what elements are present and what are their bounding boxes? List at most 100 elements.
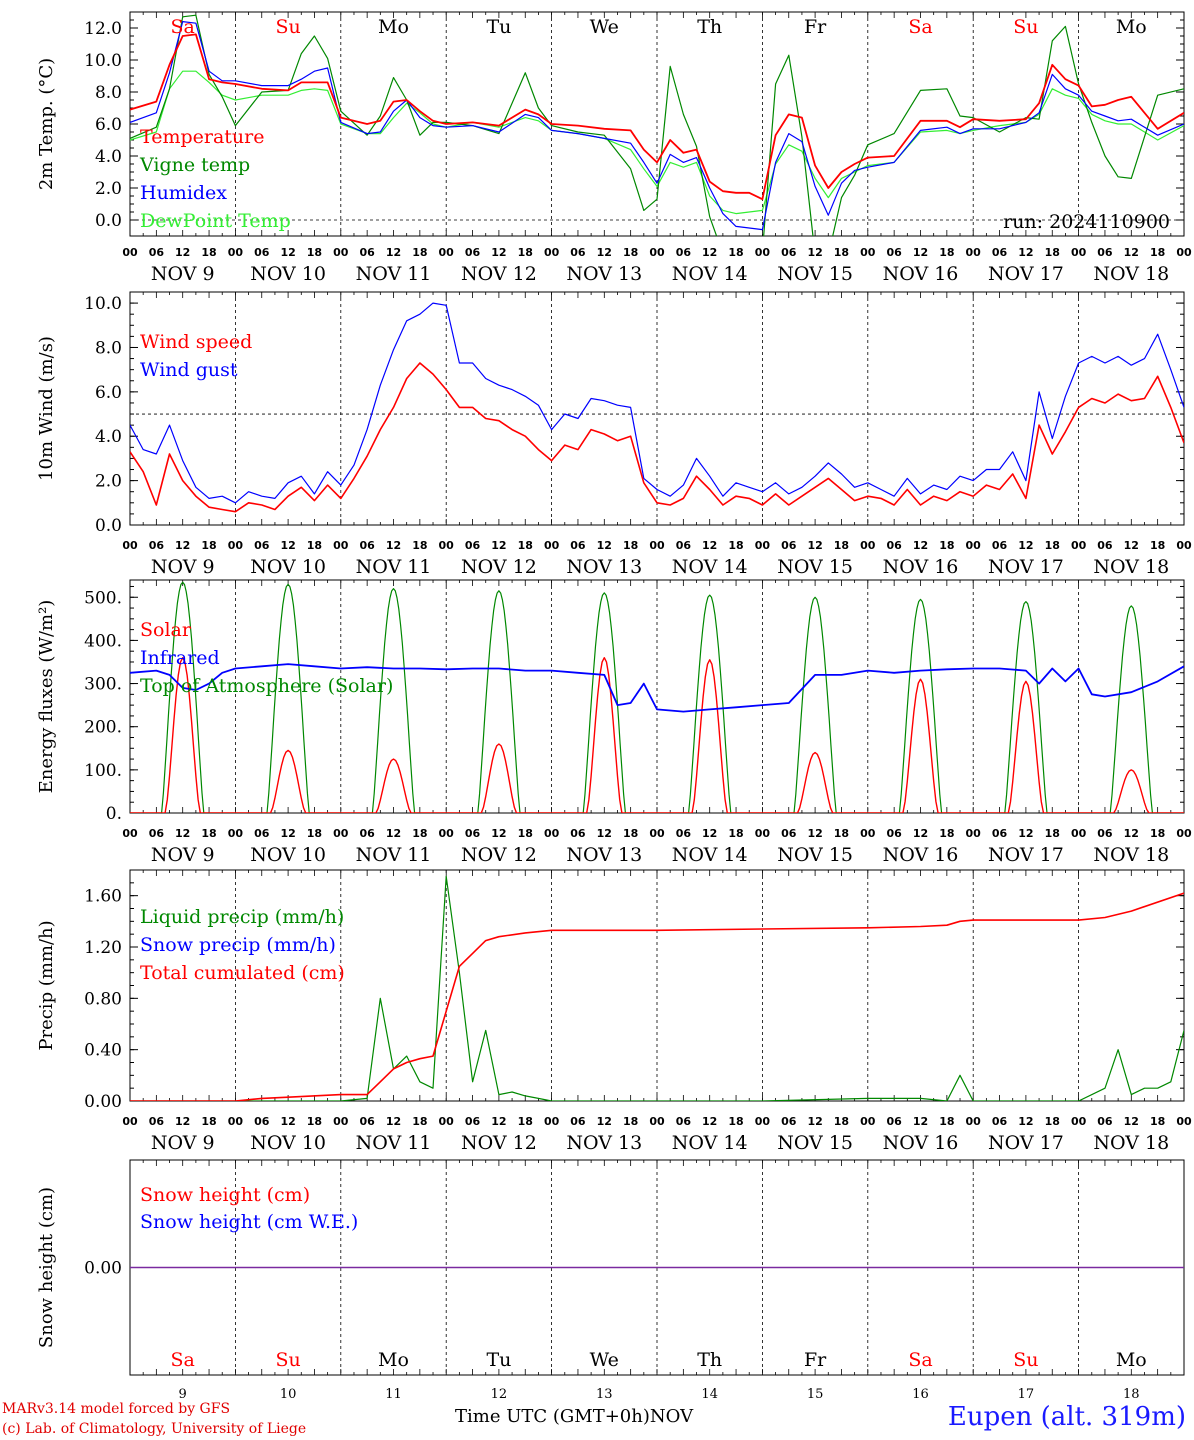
y-tick-label: 0.0 bbox=[95, 211, 122, 231]
series-line-solar bbox=[446, 743, 552, 813]
series-line-temperature bbox=[130, 33, 1184, 201]
weekday-label: Mo bbox=[1116, 16, 1147, 38]
panel-1 bbox=[129, 11, 1185, 237]
hour-tick-label: 06 bbox=[781, 539, 797, 552]
series-line-infrared bbox=[130, 663, 1184, 713]
series-line-top-of-atmosphere bbox=[867, 598, 974, 813]
day-label: NOV 18 bbox=[1093, 1132, 1169, 1154]
hour-tick-label: 18 bbox=[939, 827, 954, 840]
hour-tick-label: 06 bbox=[992, 246, 1008, 259]
legend-entry: Total cumulated (cm) bbox=[140, 962, 345, 984]
hour-tick-label: 06 bbox=[149, 827, 165, 840]
x-axis-month: NOV bbox=[649, 1406, 694, 1427]
day-number-label: 9 bbox=[179, 1387, 187, 1402]
hour-tick-label: 00 bbox=[1071, 827, 1087, 840]
hour-tick-label: 00 bbox=[1071, 539, 1087, 552]
y-tick-label: 0.0 bbox=[95, 516, 122, 536]
day-label: NOV 11 bbox=[356, 1132, 432, 1154]
hour-tick-label: 00 bbox=[649, 539, 665, 552]
hour-tick-label: 12 bbox=[702, 539, 717, 552]
hour-tick-label: 12 bbox=[702, 246, 717, 259]
day-label: NOV 16 bbox=[883, 556, 959, 578]
y-tick-label: 0.80 bbox=[84, 989, 122, 1009]
y-tick-label: 0.00 bbox=[84, 1092, 122, 1112]
hour-tick-label: 18 bbox=[412, 246, 427, 259]
hour-tick-label: 00 bbox=[544, 246, 560, 259]
hour-tick-label: 18 bbox=[307, 246, 322, 259]
hour-tick-label: 06 bbox=[359, 246, 375, 259]
panel-frame bbox=[129, 11, 1185, 237]
hour-tick-label: 00 bbox=[755, 1115, 771, 1128]
series-line-wind-gust bbox=[130, 302, 1184, 504]
hour-tick-label: 18 bbox=[307, 827, 322, 840]
day-number-label: 16 bbox=[912, 1387, 929, 1402]
hour-tick-label: 12 bbox=[702, 827, 717, 840]
hour-tick-label: 18 bbox=[201, 539, 216, 552]
hour-tick-label: 00 bbox=[966, 1115, 982, 1128]
hour-tick-label: 18 bbox=[201, 246, 216, 259]
hour-tick-label: 18 bbox=[939, 1115, 954, 1128]
day-label: NOV 14 bbox=[672, 844, 748, 866]
hour-tick-label: 06 bbox=[676, 827, 692, 840]
hour-tick-label: 18 bbox=[1150, 1115, 1165, 1128]
hour-tick-label: 18 bbox=[623, 827, 638, 840]
series-line-solar bbox=[235, 749, 341, 813]
hour-tick-label: 12 bbox=[1018, 539, 1033, 552]
series-line-humidex bbox=[130, 21, 1184, 231]
hour-tick-label: 06 bbox=[886, 539, 902, 552]
hour-tick-label: 12 bbox=[280, 539, 295, 552]
y-tick-label: 500. bbox=[84, 588, 122, 608]
lab-credit: (c) Lab. of Climatology, University of L… bbox=[2, 1421, 307, 1437]
hour-tick-label: 06 bbox=[359, 827, 375, 840]
legend-entry: Solar bbox=[140, 619, 192, 641]
hour-tick-label: 12 bbox=[807, 246, 822, 259]
hour-tick-label: 00 bbox=[755, 539, 771, 552]
series-line-dewpoint-temp bbox=[130, 70, 1184, 215]
weekday-label: Su bbox=[1013, 16, 1038, 38]
hour-tick-label: 00 bbox=[544, 539, 560, 552]
day-number-label: 13 bbox=[596, 1387, 613, 1402]
hour-tick-label: 06 bbox=[570, 539, 586, 552]
day-label: NOV 16 bbox=[883, 844, 959, 866]
hour-tick-label: 06 bbox=[465, 246, 481, 259]
hour-tick-label: 06 bbox=[1097, 246, 1113, 259]
day-label: NOV 9 bbox=[151, 844, 215, 866]
hour-tick-label: 12 bbox=[913, 1115, 928, 1128]
legend-entry: Wind speed bbox=[140, 331, 252, 353]
day-number-label: 10 bbox=[280, 1387, 297, 1402]
hour-tick-label: 00 bbox=[649, 1115, 665, 1128]
weekday-label: We bbox=[590, 16, 619, 38]
hour-tick-label: 12 bbox=[386, 827, 401, 840]
hour-tick-label: 06 bbox=[886, 246, 902, 259]
hour-tick-label: 18 bbox=[939, 246, 954, 259]
day-label: NOV 11 bbox=[356, 556, 432, 578]
hour-tick-label: 18 bbox=[623, 246, 638, 259]
weekday-label: Th bbox=[697, 1349, 722, 1371]
hour-tick-label: 00 bbox=[1176, 539, 1192, 552]
hour-tick-label: 12 bbox=[280, 246, 295, 259]
day-label: NOV 13 bbox=[566, 263, 642, 285]
day-label: NOV 13 bbox=[566, 1132, 642, 1154]
hour-tick-label: 18 bbox=[728, 539, 743, 552]
hour-tick-label: 06 bbox=[1097, 539, 1113, 552]
day-label: NOV 14 bbox=[672, 556, 748, 578]
hour-tick-label: 18 bbox=[412, 827, 427, 840]
day-label: NOV 11 bbox=[356, 844, 432, 866]
hour-tick-label: 06 bbox=[254, 1115, 270, 1128]
series-line-liquid-precip bbox=[130, 875, 1184, 1101]
weekday-label: Su bbox=[1013, 1349, 1038, 1371]
hour-tick-label: 00 bbox=[228, 827, 244, 840]
hour-tick-label: 18 bbox=[412, 1115, 427, 1128]
hour-tick-label: 18 bbox=[939, 539, 954, 552]
hour-tick-label: 12 bbox=[913, 539, 928, 552]
day-number-label: 11 bbox=[385, 1387, 402, 1402]
weekday-label: Fr bbox=[804, 1349, 827, 1371]
hour-tick-label: 00 bbox=[860, 539, 876, 552]
hour-tick-label: 06 bbox=[465, 539, 481, 552]
y-tick-label: 200. bbox=[84, 718, 122, 738]
hour-tick-label: 00 bbox=[228, 539, 244, 552]
hour-tick-label: 12 bbox=[175, 827, 190, 840]
y-tick-label: 6.0 bbox=[95, 383, 122, 403]
hour-tick-label: 12 bbox=[597, 246, 612, 259]
legend-entry: Liquid precip (mm/h) bbox=[140, 906, 344, 928]
